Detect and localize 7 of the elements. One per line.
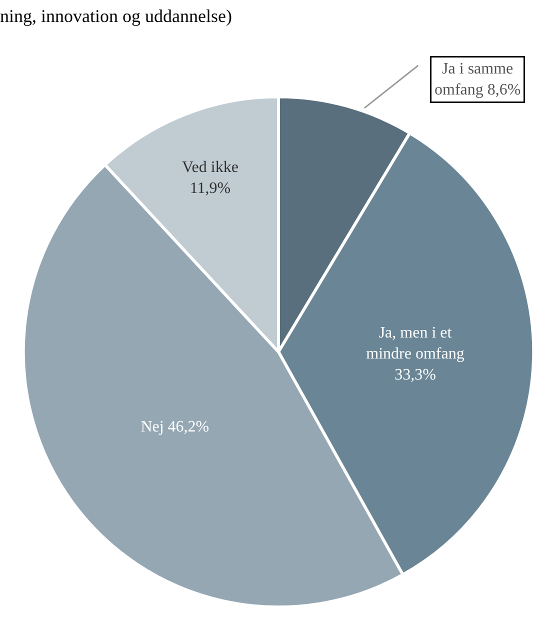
slice-label: Ja, men i et mindre omfang [366,324,464,362]
data-label: 11,9% [190,180,231,197]
slice-label: Ja i samme omfang 8,6% [434,60,521,98]
slice-label: Nej 46,2% [140,418,210,436]
slice-label: Ved ikke [182,158,238,176]
chart-title: ning, innovation og uddannelse) [0,6,232,26]
data-label: 33,3% [394,366,436,384]
